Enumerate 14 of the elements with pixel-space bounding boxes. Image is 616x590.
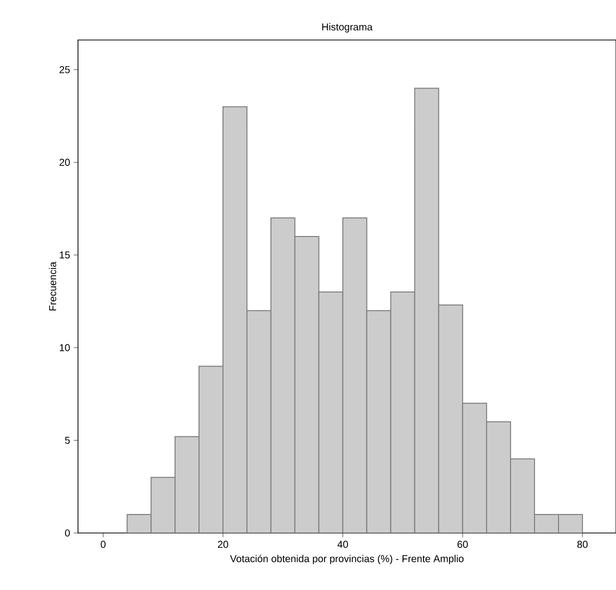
x-tick-label: 20 bbox=[218, 540, 228, 548]
x-tick-label: 0 bbox=[100, 540, 106, 548]
x-tick-label: 60 bbox=[458, 540, 468, 548]
y-axis-title: Frecuencia bbox=[48, 262, 56, 310]
y-tick-label: 25 bbox=[60, 66, 70, 74]
y-tick-label: 15 bbox=[60, 252, 70, 258]
x-axis-title: Votación obtenida por provincias (%) - Frente Amplio bbox=[230, 554, 464, 564]
y-tick-label: 10 bbox=[60, 344, 70, 352]
y-tick-label: 0 bbox=[65, 529, 70, 537]
chart-title: Histograma bbox=[322, 23, 373, 32]
x-tick-label: 40 bbox=[337, 540, 348, 548]
x-tick-label: 80 bbox=[577, 540, 588, 548]
y-tick-label: 5 bbox=[65, 436, 70, 444]
y-tick-label: 20 bbox=[60, 158, 70, 166]
